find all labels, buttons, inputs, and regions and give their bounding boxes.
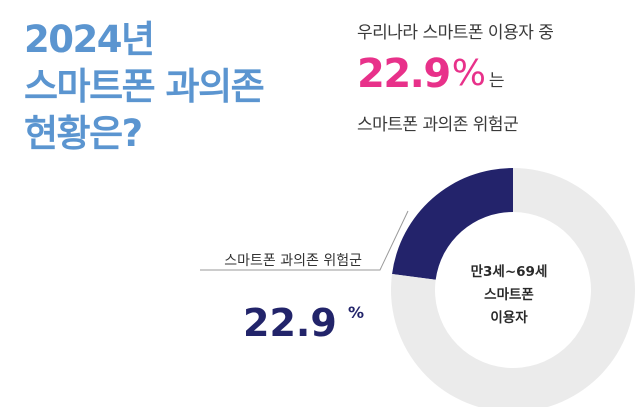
center-label-line-1: 만3세~69세 [471,264,548,280]
callout-value: 22.9 [243,301,337,345]
donut-center-label: 만3세~69세 스마트폰 이용자 [471,264,548,326]
callout-label: 스마트폰 과의존 위험군 [224,253,362,269]
headline: 2024년 스마트폰 과의존 현황은? [24,16,265,157]
summary-intro: 우리나라 스마트폰 이용자 중 [357,23,554,43]
summary-stat-unit: % [451,53,486,94]
center-label-line-2: 스마트폰 [484,287,534,303]
summary-stat-suffix: 는 [488,71,505,91]
callout-leader-line [200,210,409,271]
headline-line-2: 스마트폰 과의존 [24,65,265,108]
donut-slice-risk-group [392,167,513,280]
headline-line-1: 2024년 [24,18,155,61]
donut-slice-remainder [391,168,635,407]
headline-line-3: 현황은? [24,112,143,155]
summary-stat: 22.9 % 는 [357,52,505,96]
summary-stat-value: 22.9 [357,51,451,97]
callout-unit: % [348,303,364,322]
donut-slices [391,167,635,407]
center-label-line-3: 이용자 [490,309,528,326]
summary-outro: 스마트폰 과의존 위험군 [357,115,519,135]
